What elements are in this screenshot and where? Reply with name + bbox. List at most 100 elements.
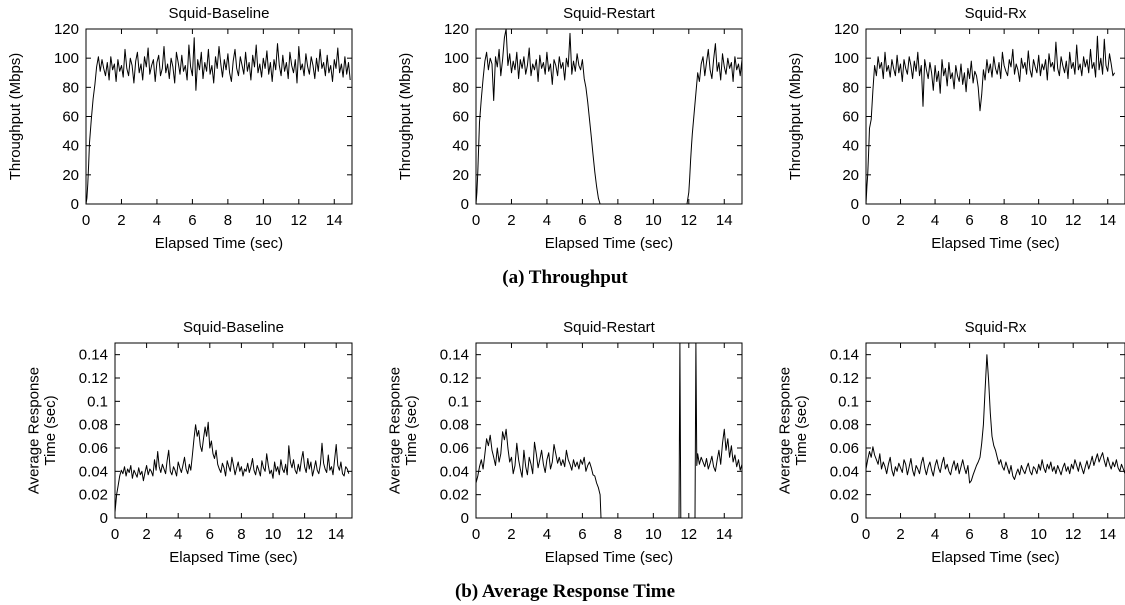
chart-title: Squid-Restart <box>563 5 656 22</box>
caption-throughput: (a) Throughput <box>502 267 628 288</box>
x-tick-label: 2 <box>142 526 150 543</box>
y-tick-label: 20 <box>62 167 79 184</box>
x-tick-label: 14 <box>1099 526 1116 543</box>
plot-frame <box>475 342 743 519</box>
y-tick-label: 0.02 <box>830 487 859 504</box>
x-tick-label: 4 <box>174 526 182 543</box>
y-tick-label: 0.14 <box>79 347 108 364</box>
x-tick-label: 10 <box>265 526 282 543</box>
plot-frame <box>865 28 1125 205</box>
x-tick-label: 10 <box>1030 526 1047 543</box>
y-tick-label: 80 <box>452 79 469 96</box>
x-tick-label: 12 <box>680 212 697 229</box>
y-tick-label: 0.14 <box>830 347 859 364</box>
x-tick-label: 10 <box>645 212 662 229</box>
x-tick-label: 2 <box>896 526 904 543</box>
y-tick-label: 20 <box>452 167 469 184</box>
chart-title: Squid-Rx <box>965 319 1027 336</box>
chart-b2: Squid-Restart 0 2 4 6 8 10 12 14 0 0.02 0.04 0.06 0.0… <box>387 319 743 566</box>
y-tick-label: 100 <box>444 50 469 67</box>
series-line <box>86 37 351 204</box>
plot-frame <box>475 28 743 205</box>
y-tick-label: 0.04 <box>440 463 469 480</box>
x-tick-label: 0 <box>862 526 870 543</box>
series-line <box>866 35 1116 204</box>
x-axis-label: Elapsed Time (sec) <box>169 549 297 566</box>
x-tick-label: 0 <box>472 526 480 543</box>
y-tick-label: 100 <box>54 50 79 67</box>
x-tick-label: 6 <box>188 212 196 229</box>
x-tick-label: 10 <box>255 212 272 229</box>
x-tick-label: 2 <box>507 526 515 543</box>
y-tick-label: 0.08 <box>830 417 859 434</box>
chart-title: Squid-Restart <box>563 319 656 336</box>
y-axis-label: Average ResponseTime (sec) <box>777 367 811 494</box>
y-tick-label: 0.02 <box>440 487 469 504</box>
y-tick-label: 120 <box>444 21 469 38</box>
x-tick-label: 8 <box>614 212 622 229</box>
chart-title: Squid-Baseline <box>169 5 270 22</box>
series-line <box>866 354 1125 484</box>
x-tick-label: 12 <box>296 526 313 543</box>
chart-a2: Squid-Restart 0 2 4 6 8 10 12 14 0 20 40 60 80 100 120 E… <box>397 5 743 252</box>
y-tick-label: 0.04 <box>830 463 859 480</box>
chart-b3: Squid-Rx 0 2 4 6 8 10 12 14 0 0.02 0.04 0.06 0.08 0.1 0… <box>777 319 1125 566</box>
y-tick-label: 0.08 <box>79 417 108 434</box>
y-tick-label: 0.04 <box>79 463 108 480</box>
y-tick-label: 0 <box>461 196 469 213</box>
x-axis-label: Elapsed Time (sec) <box>545 235 673 252</box>
y-tick-label: 0 <box>851 510 859 527</box>
plot-frame <box>865 342 1125 519</box>
x-tick-label: 4 <box>931 526 939 543</box>
y-tick-label: 0 <box>71 196 79 213</box>
x-tick-label: 14 <box>328 526 345 543</box>
y-tick-label: 120 <box>54 21 79 38</box>
x-tick-label: 8 <box>224 212 232 229</box>
x-axis-label: Elapsed Time (sec) <box>545 549 673 566</box>
x-tick-label: 6 <box>578 526 586 543</box>
x-tick-label: 4 <box>543 212 551 229</box>
y-tick-label: 0.12 <box>830 370 859 387</box>
y-tick-label: 0.02 <box>79 487 108 504</box>
y-tick-label: 40 <box>62 138 79 155</box>
x-tick-label: 12 <box>290 212 307 229</box>
x-tick-label: 14 <box>716 526 733 543</box>
y-axis-label-line2: Time (sec) <box>793 395 810 465</box>
x-tick-label: 4 <box>931 212 939 229</box>
y-axis-label-line1: Average Response <box>777 367 794 494</box>
x-tick-label: 14 <box>716 212 733 229</box>
y-axis-label: Average ResponseTime (sec) <box>26 367 60 494</box>
y-tick-label: 0.06 <box>440 440 469 457</box>
y-axis-label-line2: Time (sec) <box>403 395 420 465</box>
x-axis-label: Elapsed Time (sec) <box>155 235 283 252</box>
x-tick-label: 12 <box>1065 526 1082 543</box>
x-tick-label: 10 <box>645 526 662 543</box>
x-axis-label: Elapsed Time (sec) <box>931 549 1059 566</box>
x-tick-label: 2 <box>507 212 515 229</box>
y-tick-label: 60 <box>842 109 859 126</box>
x-tick-label: 4 <box>153 212 161 229</box>
y-tick-label: 0.1 <box>448 393 469 410</box>
y-tick-label: 60 <box>62 109 79 126</box>
y-tick-label: 0.14 <box>440 347 469 364</box>
y-axis-label-line2: Time (sec) <box>42 395 59 465</box>
x-tick-label: 2 <box>896 212 904 229</box>
y-axis-label-line1: Average Response <box>387 367 404 494</box>
x-tick-label: 4 <box>543 526 551 543</box>
y-tick-label: 0.12 <box>440 370 469 387</box>
x-tick-label: 8 <box>1000 212 1008 229</box>
caption-response-time: (b) Average Response Time <box>455 581 675 602</box>
y-tick-label: 100 <box>834 50 859 67</box>
series-line <box>115 421 350 513</box>
x-axis-label: Elapsed Time (sec) <box>931 235 1059 252</box>
y-tick-label: 120 <box>834 21 859 38</box>
y-tick-label: 0 <box>851 196 859 213</box>
x-tick-label: 0 <box>862 212 870 229</box>
x-tick-label: 12 <box>680 526 697 543</box>
x-tick-label: 0 <box>82 212 90 229</box>
x-tick-label: 8 <box>237 526 245 543</box>
chart-b1: Squid-Baseline 0 2 4 6 8 10 12 14 0 0.02 0.04 0.06 0.… <box>26 319 353 566</box>
x-tick-label: 14 <box>326 212 343 229</box>
